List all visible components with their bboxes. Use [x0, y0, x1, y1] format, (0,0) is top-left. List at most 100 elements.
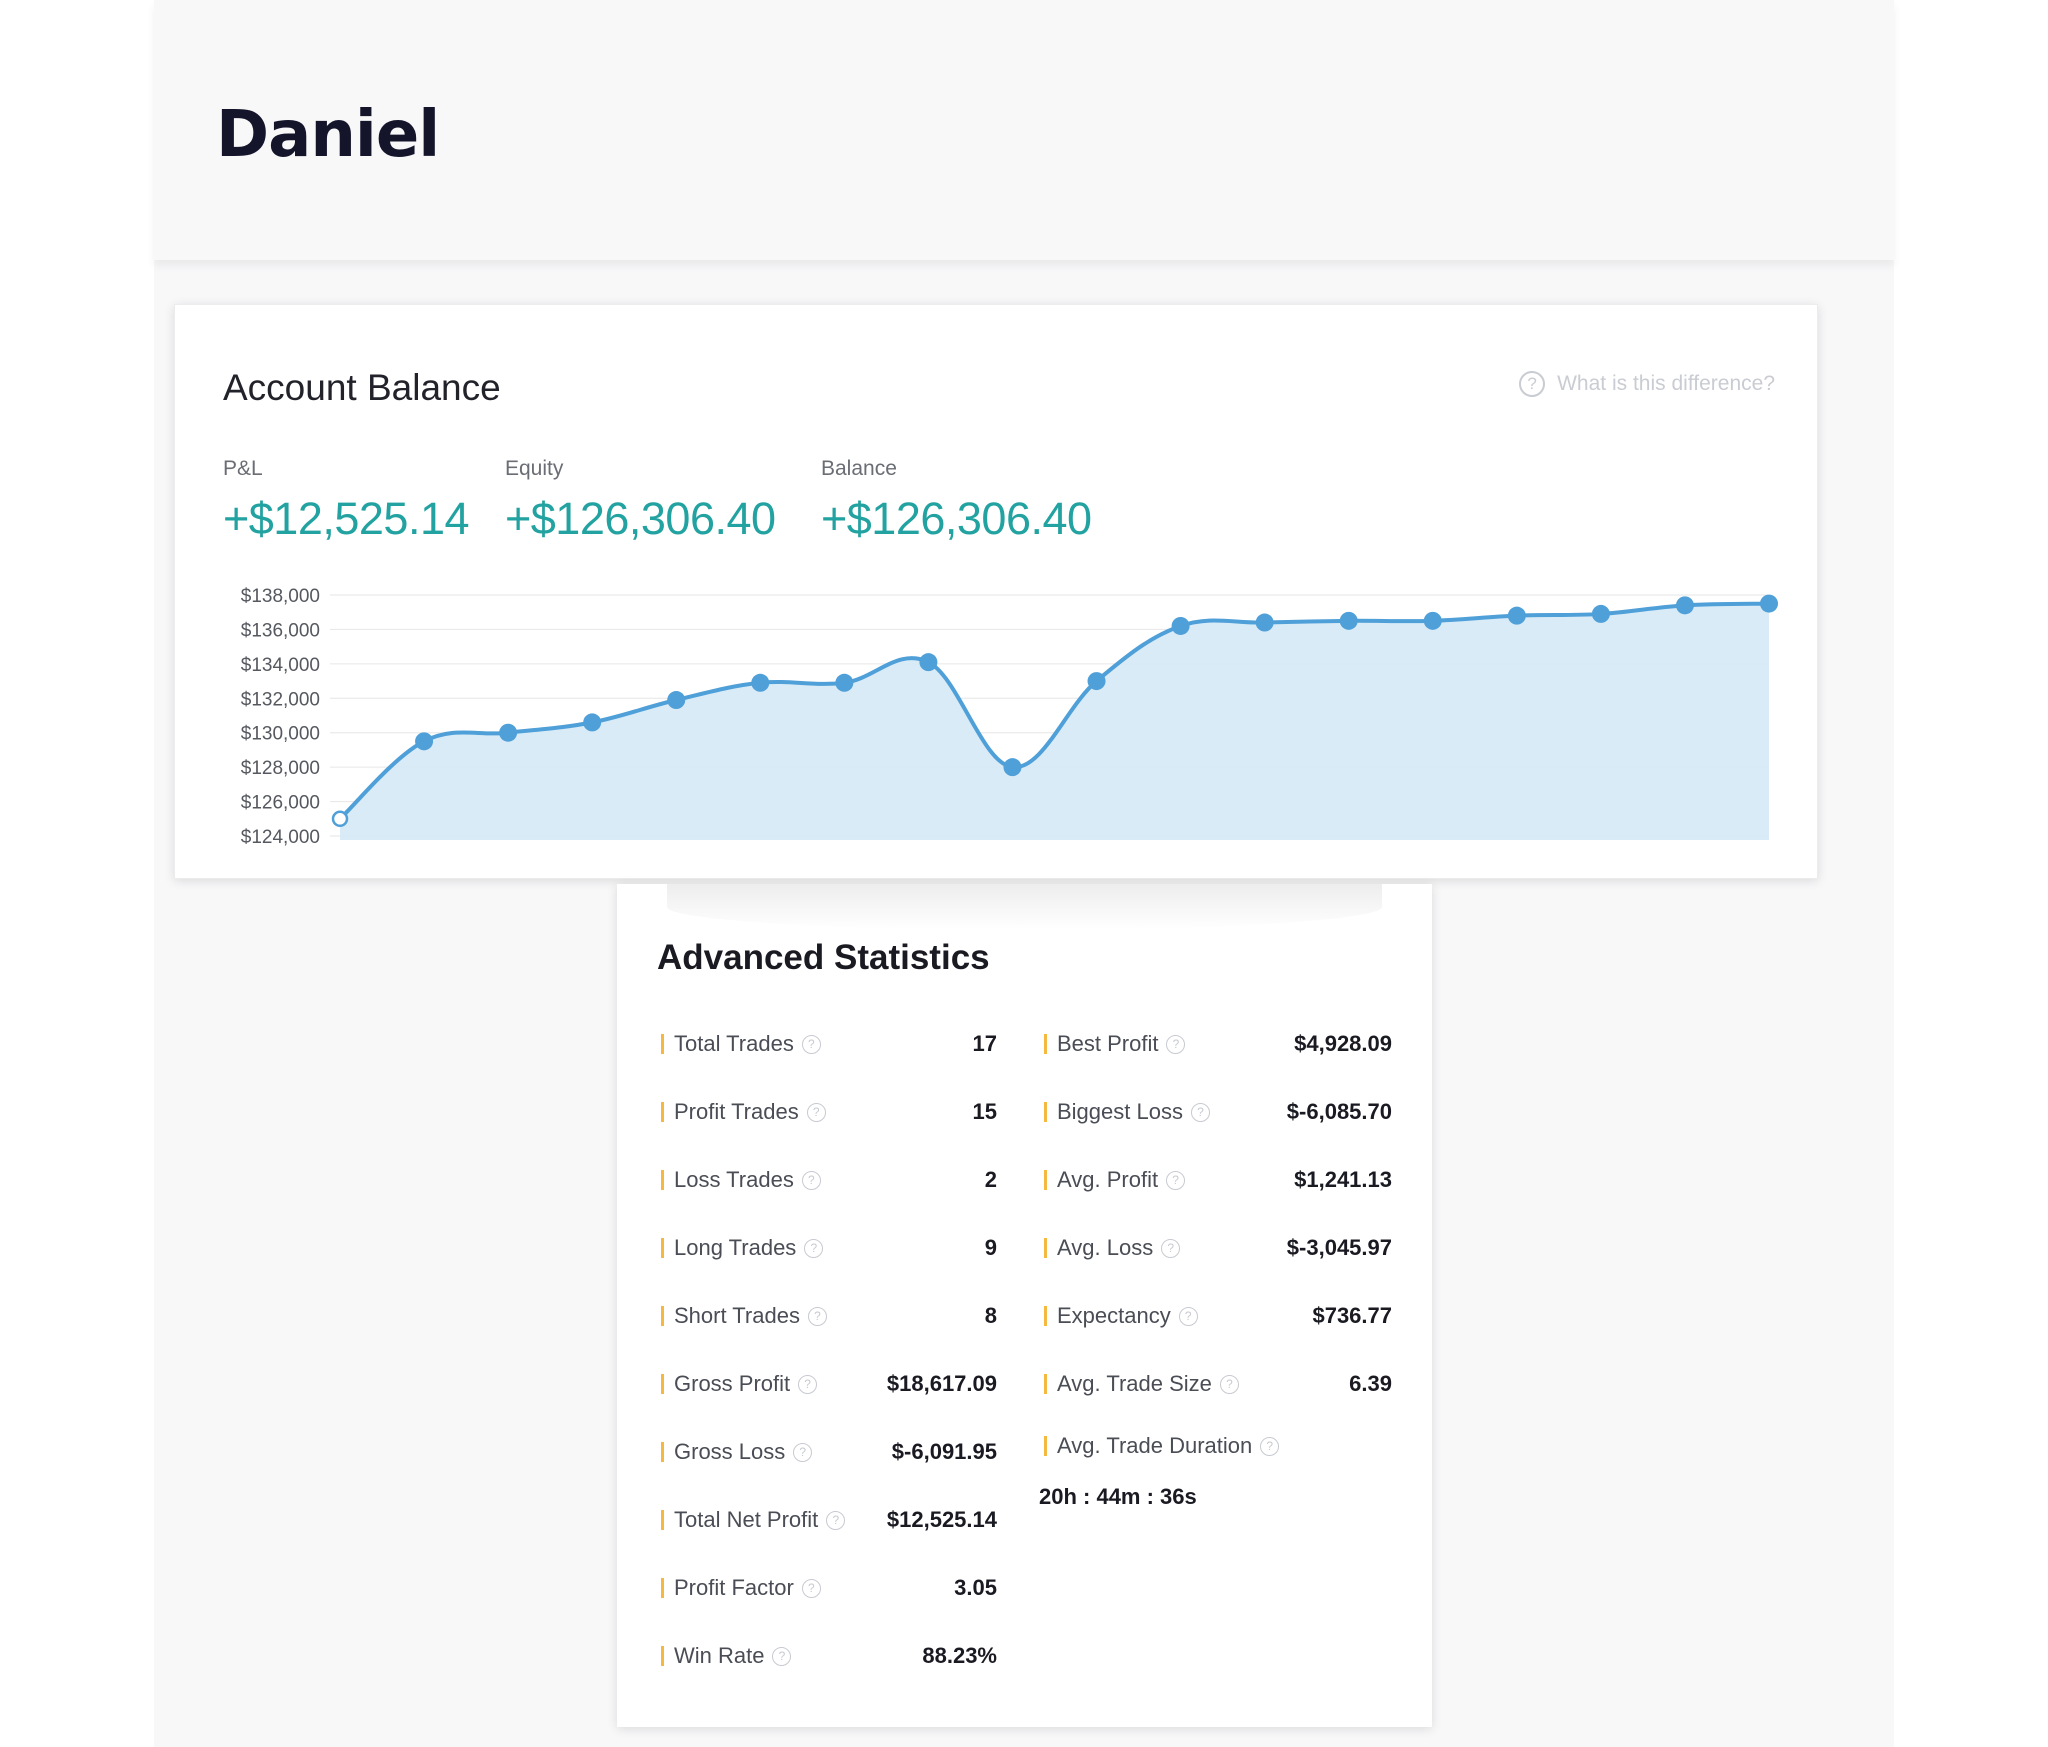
stat-accent-bar	[661, 1102, 664, 1122]
stat-row: Total Net Profit? $12,525.14	[661, 1502, 997, 1538]
question-circle-icon[interactable]: ?	[1166, 1170, 1186, 1190]
stat-label: Gross Profit	[674, 1371, 791, 1396]
stat-row: Loss Trades? 2	[661, 1162, 997, 1198]
stat-label: Expectancy	[1057, 1303, 1171, 1328]
stat-accent-bar	[1044, 1374, 1047, 1394]
balance-data-point[interactable]	[415, 732, 434, 751]
stat-value: 3.05	[954, 1575, 997, 1600]
balance-data-point[interactable]	[331, 810, 349, 828]
balance-data-point[interactable]	[1591, 604, 1610, 623]
y-tick-label: $138,000	[241, 586, 320, 607]
balance-metric: Balance +$126,306.40	[821, 457, 1092, 545]
stat-label: Total Trades	[674, 1031, 794, 1056]
stat-value: $-3,045.97	[1286, 1235, 1392, 1260]
stat-row: Gross Loss? $-6,091.95	[661, 1434, 997, 1470]
balance-chart: $138,000 $136,000 $134,000 $132,000 $130,000…	[241, 586, 1778, 848]
question-circle-icon[interactable]: ?	[807, 1306, 827, 1326]
stat-row: Biggest Loss? $-6,085.70	[1044, 1094, 1392, 1130]
equity-metric: Equity +$126,306.40	[505, 457, 776, 545]
balance-data-point[interactable]	[1423, 611, 1442, 630]
stat-value: 17	[972, 1031, 997, 1056]
balance-data-point[interactable]	[1087, 672, 1106, 691]
stat-value: $4,928.09	[1294, 1031, 1392, 1056]
stat-label: Long Trades	[674, 1235, 797, 1260]
stat-value: $1,241.13	[1294, 1167, 1392, 1192]
stat-accent-bar	[661, 1170, 664, 1190]
stat-value: 8	[984, 1303, 997, 1328]
question-circle-icon[interactable]: ?	[826, 1510, 846, 1530]
y-tick-label: $136,000	[241, 620, 320, 641]
stat-value: $736.77	[1312, 1303, 1392, 1328]
balance-data-point[interactable]	[1255, 613, 1274, 632]
stat-accent-bar	[661, 1306, 664, 1326]
stat-label: Biggest Loss	[1057, 1099, 1183, 1124]
y-tick-label: $134,000	[241, 655, 320, 676]
balance-data-point[interactable]	[583, 713, 602, 732]
balance-data-point[interactable]	[1339, 611, 1358, 630]
question-circle-icon[interactable]: ?	[801, 1034, 821, 1054]
pnl-value: +$12,525.14	[223, 493, 470, 544]
stats-top-shadow	[667, 884, 1382, 930]
question-circle-icon: ?	[1519, 371, 1546, 397]
question-circle-icon[interactable]: ?	[801, 1170, 821, 1190]
stat-row: Best Profit? $4,928.09	[1044, 1026, 1392, 1062]
stat-accent-bar	[661, 1646, 664, 1666]
stat-accent-bar	[661, 1034, 664, 1054]
stat-row: Win Rate? 88.23%	[661, 1638, 997, 1674]
stat-value: 2	[984, 1167, 997, 1192]
question-circle-icon[interactable]: ?	[1161, 1238, 1181, 1258]
stat-value: $-6,091.95	[891, 1439, 997, 1464]
question-circle-icon[interactable]: ?	[1219, 1374, 1239, 1394]
stat-accent-bar	[661, 1510, 664, 1530]
difference-help-link[interactable]: ? What is this difference?	[1519, 371, 1775, 397]
stat-value: 88.23%	[922, 1643, 997, 1668]
stat-value: $12,525.14	[886, 1507, 997, 1532]
balance-data-point[interactable]	[1760, 594, 1778, 613]
stat-accent-bar	[1044, 1436, 1047, 1456]
stat-value: $18,617.09	[886, 1371, 997, 1396]
stat-row: Profit Trades? 15	[661, 1094, 997, 1130]
question-circle-icon[interactable]: ?	[1190, 1102, 1210, 1122]
balance-value: +$126,306.40	[821, 493, 1092, 544]
balance-data-point[interactable]	[1507, 606, 1526, 625]
question-circle-icon[interactable]: ?	[1260, 1436, 1280, 1456]
stat-accent-bar	[661, 1238, 664, 1258]
y-tick-label: $128,000	[241, 758, 320, 779]
account-balance-title: Account Balance	[223, 367, 501, 408]
y-tick-label: $124,000	[241, 827, 320, 848]
stat-row: Gross Profit? $18,617.09	[661, 1366, 997, 1402]
question-circle-icon[interactable]: ?	[804, 1238, 824, 1258]
account-balance-card: Account Balance ? What is this differenc…	[174, 304, 1818, 879]
question-circle-icon[interactable]: ?	[793, 1442, 813, 1462]
question-circle-icon[interactable]: ?	[806, 1102, 826, 1122]
stat-accent-bar	[1044, 1102, 1047, 1122]
stat-row: Avg. Loss? $-3,045.97	[1044, 1230, 1392, 1266]
balance-data-point[interactable]	[751, 673, 770, 692]
balance-data-point[interactable]	[919, 653, 938, 672]
balance-data-point[interactable]	[667, 691, 686, 710]
profile-header: Daniel	[154, 0, 1894, 260]
stat-label: Avg. Profit	[1057, 1167, 1159, 1192]
stat-row: Profit Factor? 3.05	[661, 1570, 997, 1606]
question-circle-icon[interactable]: ?	[1166, 1034, 1186, 1054]
stat-row: Avg. Trade Duration?	[1044, 1428, 1392, 1464]
question-circle-icon[interactable]: ?	[798, 1374, 818, 1394]
question-circle-icon[interactable]: ?	[1178, 1306, 1198, 1326]
balance-label: Balance	[821, 457, 897, 480]
question-circle-icon[interactable]: ?	[772, 1646, 792, 1666]
balance-data-point[interactable]	[1003, 758, 1022, 777]
stat-row: Avg. Profit? $1,241.13	[1044, 1162, 1392, 1198]
stat-label: Profit Factor	[674, 1575, 794, 1600]
balance-data-point[interactable]	[499, 723, 518, 742]
stat-label: Best Profit	[1057, 1031, 1159, 1056]
stat-label: Gross Loss	[674, 1439, 786, 1464]
balance-data-point[interactable]	[1675, 596, 1694, 615]
difference-help-text: What is this difference?	[1557, 372, 1775, 395]
stat-accent-bar	[1044, 1306, 1047, 1326]
equity-value: +$126,306.40	[505, 493, 776, 544]
stat-accent-bar	[1044, 1238, 1047, 1258]
balance-data-point[interactable]	[835, 673, 854, 692]
balance-data-point[interactable]	[1171, 616, 1190, 635]
stat-label: Total Net Profit	[674, 1507, 819, 1532]
question-circle-icon[interactable]: ?	[801, 1578, 821, 1598]
